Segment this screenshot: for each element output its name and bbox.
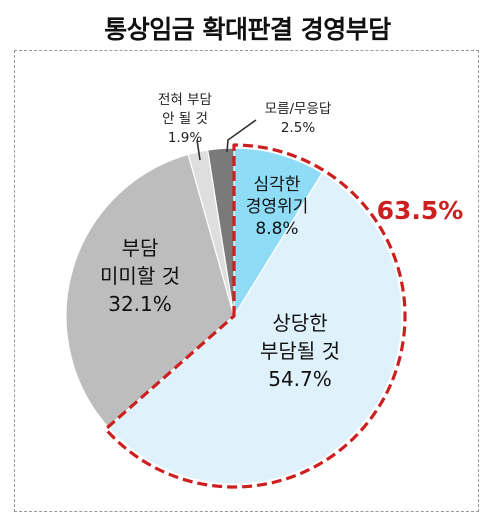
highlight-outline <box>104 143 407 489</box>
slice-considerable-burden <box>107 172 403 485</box>
slice-no-answer-label: 모름/무응답 2.5% <box>265 101 332 136</box>
slice-minor-burden <box>65 153 235 428</box>
slice-severe-crisis <box>233 147 324 319</box>
slice-minor-burden-label: 부담 미미할 것 32.1% <box>100 236 180 316</box>
chart-frame <box>14 50 479 512</box>
slice-severe-crisis-label: 심각한 경영위기 8.8% <box>246 175 309 239</box>
leader-line-no-answer <box>226 119 257 153</box>
chart-title: 통상임금 확대판결 경영부담 <box>104 15 391 44</box>
slice-no-burden-label: 전혀 부담 안 될 것 1.9% <box>158 92 212 146</box>
leader-line-no-burden <box>196 139 201 161</box>
highlight-total-label: 63.5% <box>377 196 464 225</box>
slice-considerable-burden-label: 상당한 부담될 것 54.7% <box>260 311 340 391</box>
